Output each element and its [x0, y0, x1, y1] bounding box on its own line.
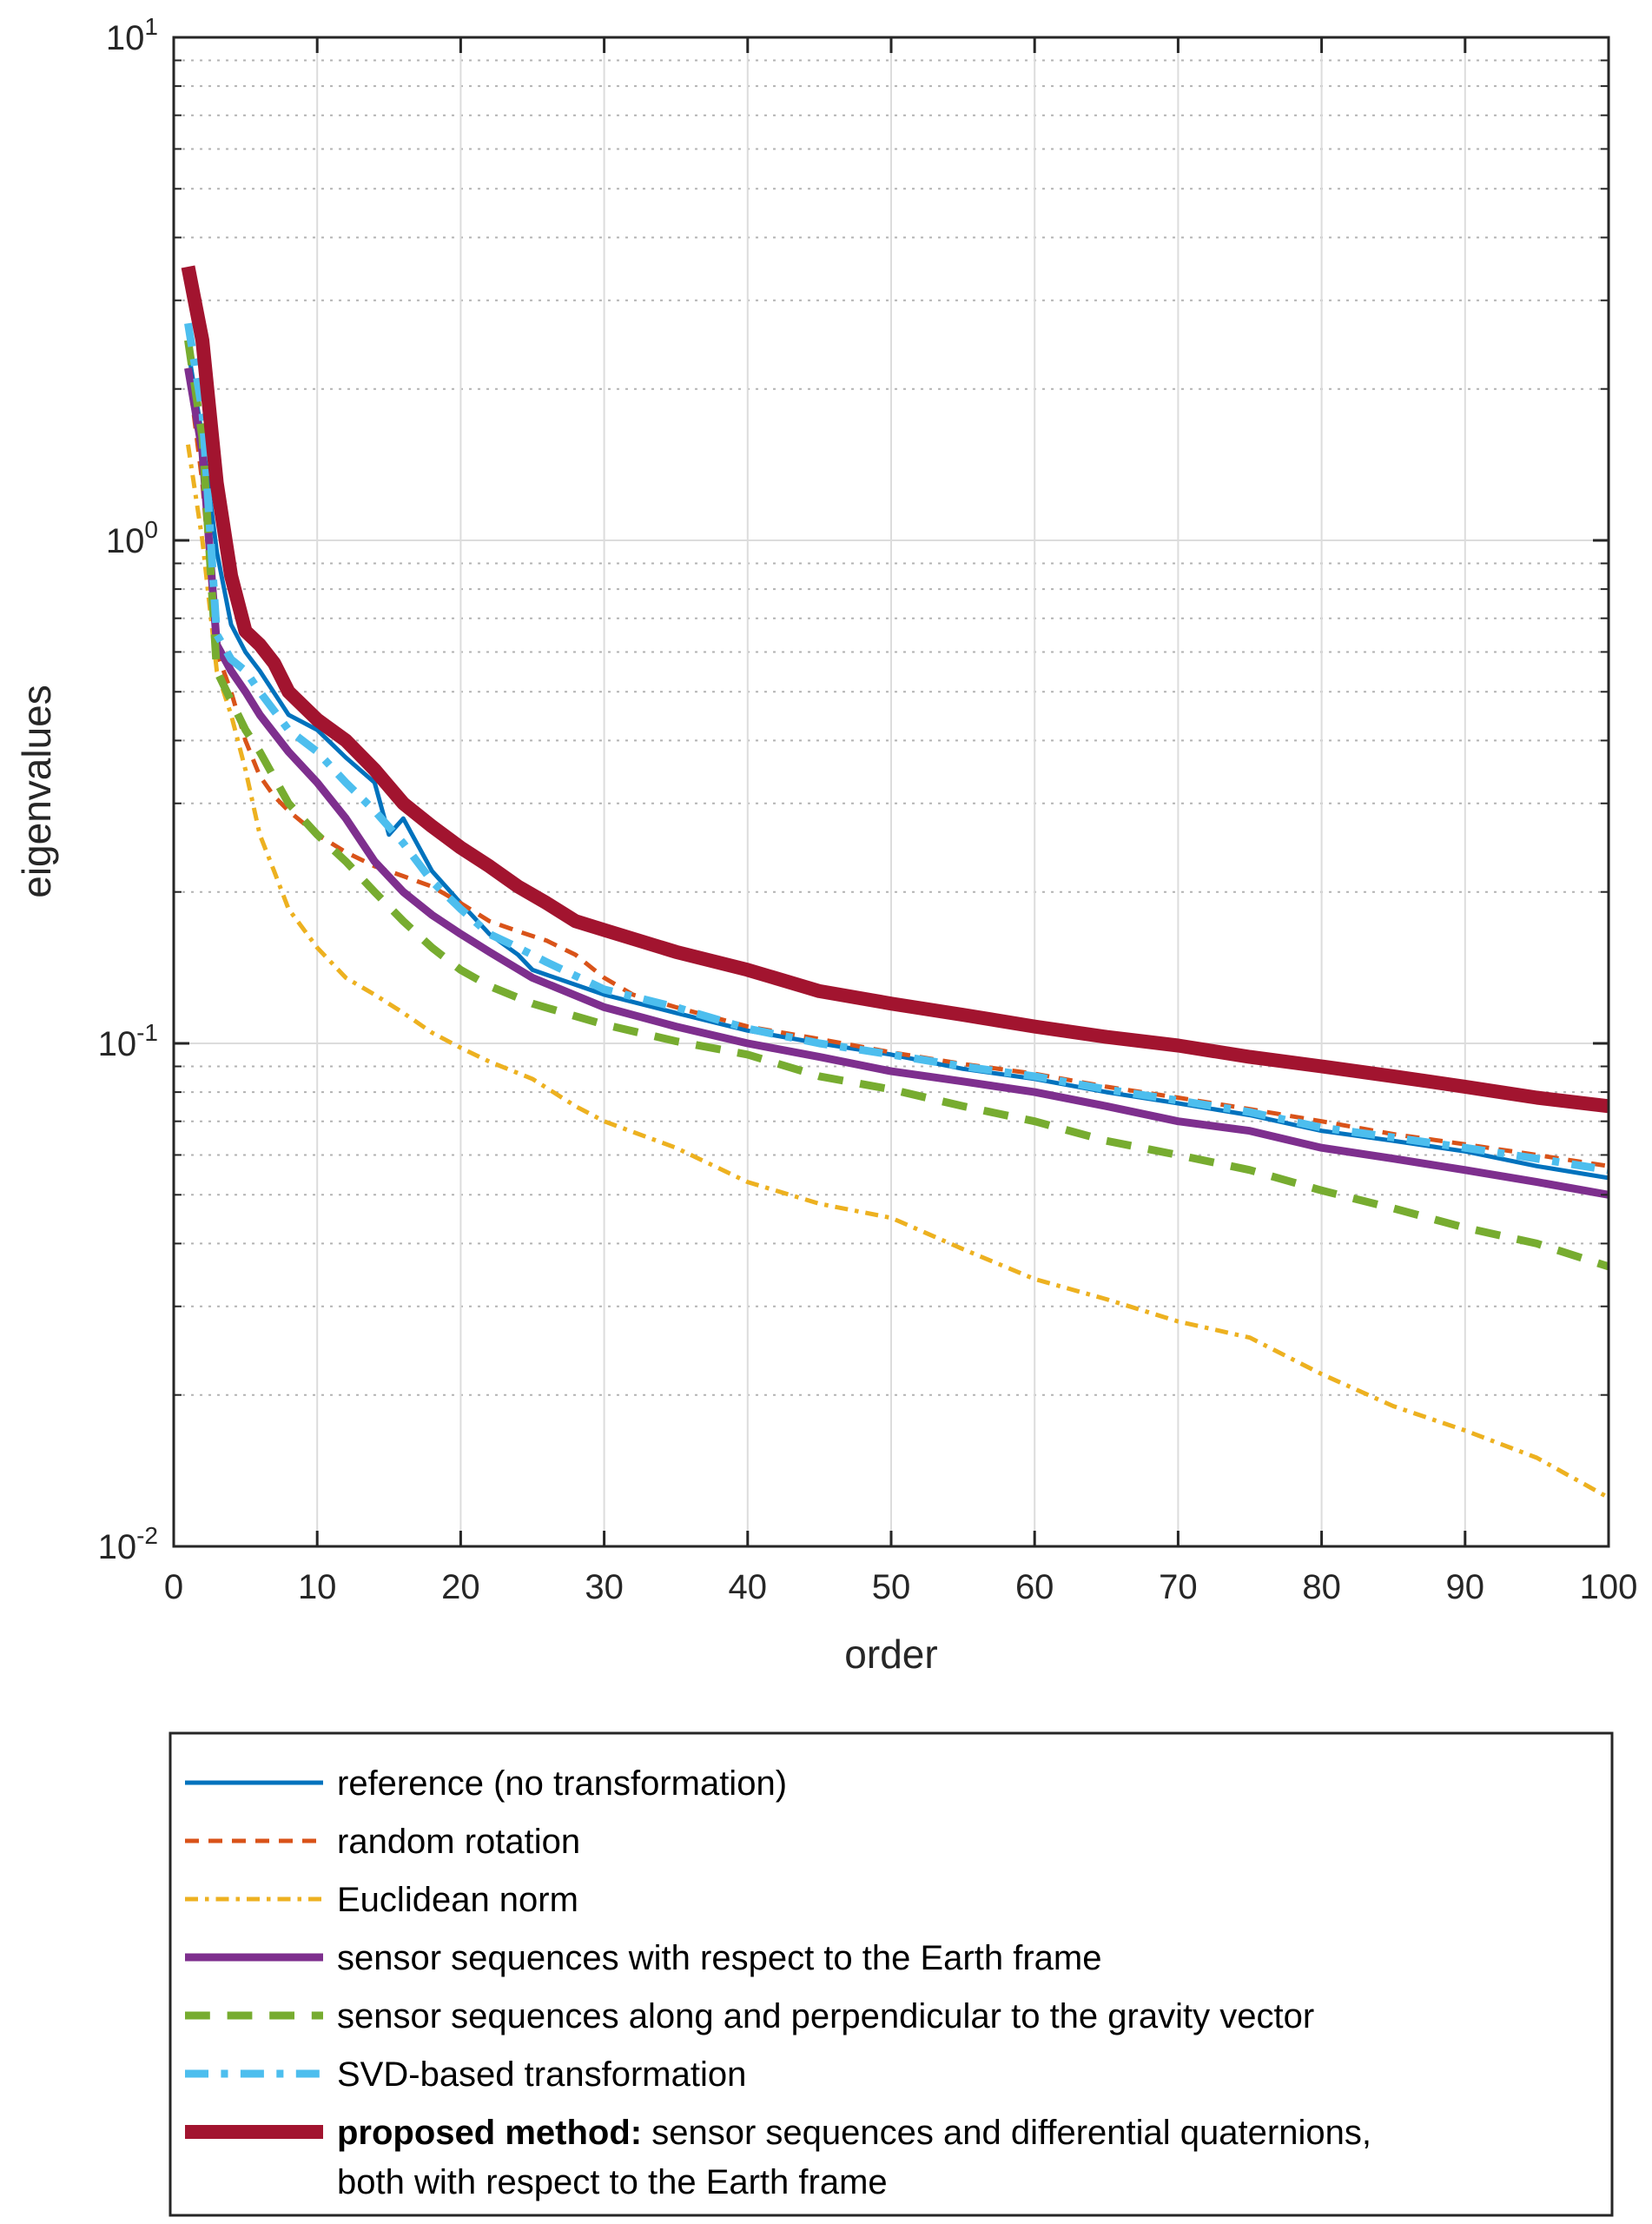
x-tick-label: 10 [298, 1568, 337, 1606]
legend-label-7-line2: both with respect to the Earth frame [337, 2163, 888, 2201]
legend: reference (no transformation) random rota… [169, 1731, 1614, 2217]
y-axis-label: eigenvalues [14, 685, 59, 898]
x-tick-label: 20 [441, 1568, 480, 1606]
x-tick-label: 30 [585, 1568, 624, 1606]
x-tick-label: 40 [729, 1568, 768, 1606]
y-tick-label: 100 [106, 516, 158, 560]
x-tick-label: 60 [1015, 1568, 1054, 1606]
series-layer [181, 265, 1609, 1500]
y-tick-label: 10-2 [98, 1522, 158, 1566]
series-line-2 [186, 367, 1609, 1168]
x-axis-label: order [844, 1632, 937, 1677]
legend-label-3: Euclidean norm [337, 1881, 578, 1919]
series-line-1 [186, 348, 1609, 1181]
legend-label-5: sensor sequences along and perpendicular… [337, 1997, 1314, 2035]
legend-label-1: reference (no transformation) [337, 1764, 787, 1803]
series-line-4 [184, 367, 1609, 1199]
x-tick-labels: 0 10 20 30 40 50 60 70 80 90 100 [164, 1568, 1638, 1606]
legend-label-6: SVD-based transformation [337, 2055, 746, 2094]
y-tick-label: 101 [106, 13, 158, 57]
series-line-7 [181, 265, 1609, 1114]
x-tick-label: 100 [1580, 1568, 1638, 1606]
legend-label-4: sensor sequences with respect to the Ear… [337, 1939, 1101, 1977]
y-tick-label: 10-1 [98, 1019, 158, 1063]
x-tick-label: 90 [1446, 1568, 1485, 1606]
legend-box [169, 1731, 1614, 2217]
y-tick-labels: 10-2 10-1 100 101 [98, 13, 158, 1566]
x-tick-label: 70 [1159, 1568, 1198, 1606]
x-tick-label: 80 [1302, 1568, 1341, 1606]
series-line-3 [186, 444, 1609, 1500]
legend-label-7: proposed method: sensor sequences and di… [337, 2114, 1371, 2152]
x-tick-label: 50 [872, 1568, 911, 1606]
x-tick-label: 0 [164, 1568, 183, 1606]
legend-label-2: random rotation [337, 1823, 580, 1861]
ticks [172, 36, 1610, 1548]
series-line-6 [184, 322, 1609, 1175]
